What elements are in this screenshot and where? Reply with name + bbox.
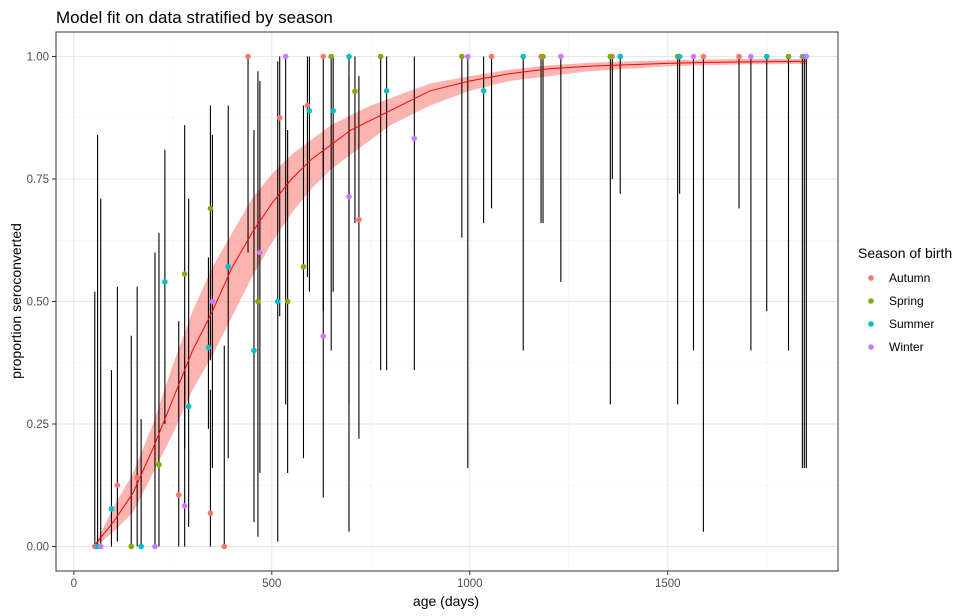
point-winter [209,298,216,305]
point-summer [225,263,232,270]
point-summer [108,505,115,512]
point-spring [284,298,291,305]
point-winter [803,53,810,60]
y-axis-title: proportion seroconverted [8,223,24,379]
x-tick-label: 500 [262,578,281,590]
point-winter [464,53,471,60]
point-winter [282,53,289,60]
point-spring [785,53,792,60]
point-spring [255,298,261,305]
point-spring [540,53,546,60]
point-autumn [700,53,707,60]
point-winter [748,53,754,60]
point-summer [346,53,352,60]
fit-confidence-ribbon [93,59,807,547]
point-autumn [207,510,214,516]
point-summer [205,344,212,351]
point-winter [152,543,158,550]
point-winter [411,135,418,142]
point-autumn [488,53,495,60]
point-autumn [356,216,362,223]
point-summer [274,298,281,305]
point-summer [185,403,192,410]
y-tick-label: 0.75 [27,174,49,186]
error-bars-layer [94,56,807,547]
point-summer [480,88,487,94]
point-autumn [175,492,182,498]
point-spring [156,461,162,468]
point-spring [607,53,614,60]
point-spring [207,205,214,212]
point-spring [128,543,135,550]
point-winter [257,249,263,256]
legend-key-winter [868,344,874,350]
point-summer [676,53,683,60]
legend-items: Autumn Spring Summer Winter [868,271,934,354]
point-autumn [134,475,140,481]
point-winter [181,503,188,509]
point-winter [97,543,104,550]
point-autumn [245,53,251,60]
point-spring [181,271,188,277]
x-axis-ticks: 0 500 1000 1500 [71,571,681,590]
point-autumn [320,53,327,60]
fit-line-layer [93,60,807,547]
x-tick-label: 0 [71,578,77,590]
point-spring [377,53,384,60]
y-tick-label: 0.50 [27,297,49,309]
point-spring [328,53,334,60]
legend-label-summer: Summer [889,317,934,331]
point-summer [162,279,168,285]
x-tick-label: 1000 [457,578,483,590]
fit-line [93,60,807,547]
plot-panel [55,31,839,572]
point-spring [300,263,307,270]
legend-key-summer [868,321,874,327]
points-layer [92,53,810,550]
point-summer [330,108,336,114]
point-summer [138,543,144,550]
legend: Season of birth Autumn Spring Summer Winter [858,245,952,354]
point-summer [383,88,390,94]
y-tick-label: 0.25 [27,419,49,431]
y-tick-label: 1.00 [27,52,49,64]
point-summer [520,53,527,60]
x-axis-title: age (days) [413,593,479,609]
y-tick-label: 0.00 [27,542,49,554]
point-winter [320,333,327,340]
point-winter [690,53,697,60]
point-summer [617,53,624,60]
y-axis-ticks: 0.00 0.25 0.50 0.75 1.00 [27,52,56,554]
legend-label-autumn: Autumn [889,271,930,285]
point-spring [459,53,465,60]
point-spring [352,88,358,95]
legend-key-spring [868,298,874,304]
point-autumn [221,543,228,550]
point-summer [306,108,313,114]
point-autumn [736,53,742,60]
point-summer [763,53,770,60]
legend-label-spring: Spring [889,294,924,308]
fit-ribbon-layer [93,59,807,547]
point-winter [346,193,352,200]
legend-label-winter: Winter [889,340,924,354]
x-tick-label: 1500 [655,578,681,590]
legend-title: Season of birth [858,245,952,261]
point-autumn [276,114,283,121]
point-summer [251,347,257,354]
point-winter [558,53,564,60]
point-autumn [114,482,121,489]
chart-title: Model fit on data stratified by season [56,8,333,27]
legend-key-autumn [868,275,874,281]
point-autumn [304,102,311,109]
